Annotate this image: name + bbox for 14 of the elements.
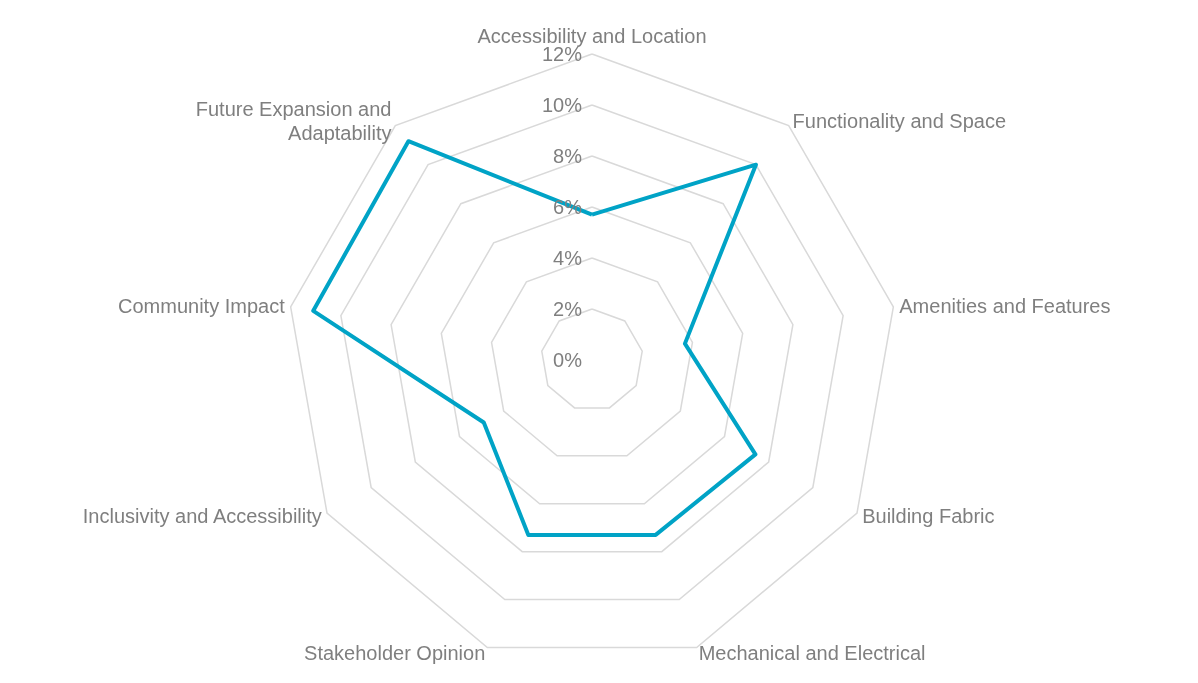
spoke-label: Amenities and Features (899, 294, 1111, 317)
spoke-label: Building Fabric (862, 505, 995, 527)
spoke-label: Inclusivity and Accessibility (82, 505, 322, 527)
y-tick-label: 0% (553, 349, 583, 371)
y-tick-label: 8% (553, 145, 583, 167)
y-tick-label: 4% (553, 247, 583, 269)
spoke-label: Community Impact (118, 294, 286, 317)
y-tick-label: 2% (553, 298, 583, 320)
spoke-label: Mechanical and Electrical (698, 642, 926, 665)
spoke-label: Future Expansion and Adaptability (195, 97, 392, 144)
spoke-label: Stakeholder Opinion (304, 642, 486, 665)
spoke-label: Accessibility and Location (477, 25, 707, 47)
y-tick-label: 10% (541, 94, 583, 116)
spoke-label: Functionality and Space (792, 109, 1007, 132)
